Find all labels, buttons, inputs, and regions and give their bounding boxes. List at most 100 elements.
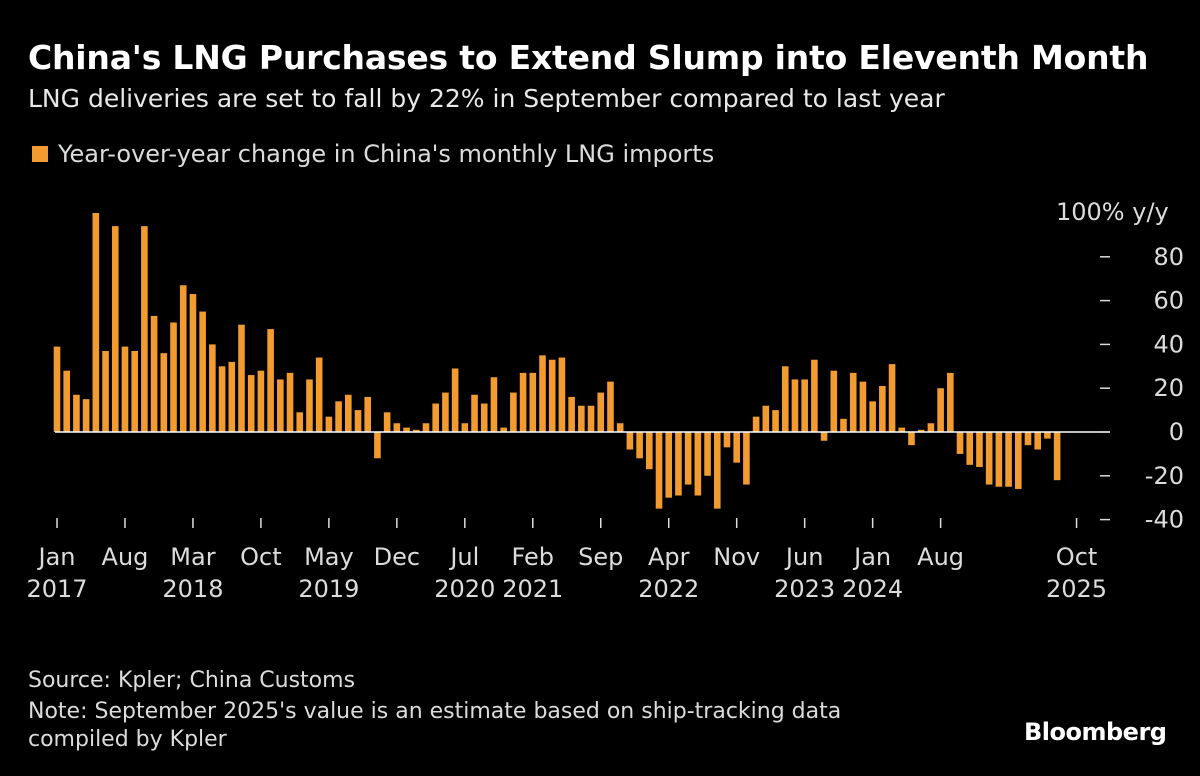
bar [141, 226, 148, 432]
y-tick-label: -40 [1145, 506, 1184, 534]
y-tick-label: 20 [1153, 374, 1184, 402]
bar [403, 427, 410, 432]
x-tick-label: Jan [852, 543, 891, 571]
x-tick-year-label: 2017 [26, 575, 87, 603]
bar [102, 350, 109, 432]
x-tick-label: Oct [240, 543, 282, 571]
bar [966, 432, 974, 465]
bar [1005, 432, 1012, 487]
bar [412, 429, 420, 432]
y-tick-label: 60 [1153, 287, 1184, 315]
chart-subtitle: LNG deliveries are set to fall by 22% in… [28, 84, 945, 113]
bar [374, 432, 381, 459]
x-tick-label: Oct [1056, 543, 1098, 571]
bar [53, 346, 61, 432]
x-tick-year-label: 2025 [1046, 575, 1107, 603]
bar [830, 370, 838, 432]
bar [597, 392, 605, 432]
bar [345, 394, 352, 432]
bar [480, 403, 488, 432]
bar [568, 396, 575, 432]
bar [704, 432, 711, 476]
bar [927, 423, 935, 432]
bar [335, 401, 342, 432]
bar [607, 381, 614, 432]
bar [1024, 432, 1032, 446]
bar [218, 366, 226, 432]
bar [752, 416, 760, 432]
bar-series [53, 213, 1061, 509]
bar [267, 329, 274, 432]
bar [471, 394, 478, 432]
bar [548, 359, 556, 432]
bar [92, 213, 100, 432]
bar [121, 346, 129, 432]
bar [626, 432, 634, 450]
bar [325, 416, 333, 432]
bar [539, 355, 546, 432]
bar [947, 372, 954, 432]
bar [879, 386, 886, 432]
legend-swatch [32, 146, 48, 162]
x-tick-label: Nov [713, 543, 760, 571]
bar [179, 285, 187, 432]
bar [422, 423, 430, 432]
bar [888, 364, 896, 432]
bar [956, 432, 964, 454]
x-tick-label: Apr [648, 543, 690, 571]
bar [131, 350, 138, 432]
bar [762, 405, 770, 432]
bar [558, 357, 566, 432]
bar [364, 396, 372, 432]
x-tick-year-label: 2018 [162, 575, 223, 603]
bar [296, 412, 304, 432]
bar [461, 423, 469, 432]
x-tick-label: May [304, 543, 354, 571]
bar [286, 372, 294, 432]
bar [616, 423, 624, 432]
x-tick-label: Feb [512, 543, 555, 571]
bar [315, 357, 323, 432]
y-tick-label: 0 [1169, 418, 1184, 446]
bar [937, 388, 944, 432]
y-axis-unit-label: 100% y/y [1056, 198, 1169, 226]
footnote: Note: September 2025's value is an estim… [28, 699, 842, 752]
bar [976, 432, 983, 468]
legend-label: Year-over-year change in China's monthly… [58, 140, 715, 168]
bar [723, 432, 731, 448]
bar [1053, 432, 1061, 481]
bar [500, 427, 507, 432]
bar [675, 432, 682, 496]
bar [713, 432, 721, 509]
bar [995, 432, 1003, 487]
bar [694, 432, 702, 496]
x-tick-year-label: 2020 [434, 575, 495, 603]
bar [257, 370, 265, 432]
bar [985, 432, 993, 485]
bar [73, 394, 80, 432]
x-tick-label: Mar [170, 543, 215, 571]
bar [519, 372, 527, 432]
x-tick-label: Sep [578, 543, 623, 571]
bar [840, 418, 847, 432]
x-axis: Jan 2017 Aug Mar 2018 Oct May 2019 Dec Jul 2020 Feb… [26, 518, 1107, 603]
x-tick-label: Aug [102, 543, 149, 571]
chart-title: China's LNG Purchases to Extend Slump in… [28, 38, 1149, 77]
bar [111, 226, 119, 432]
y-tick-label: -20 [1145, 462, 1184, 490]
bar [898, 427, 906, 432]
bar [490, 377, 498, 432]
bar [63, 370, 71, 432]
x-tick-label: Jul [448, 543, 479, 571]
x-tick-year-label: 2019 [298, 575, 359, 603]
bar [859, 381, 867, 432]
x-tick-year-label: 2024 [842, 575, 903, 603]
bar [277, 379, 284, 432]
bar [442, 392, 449, 432]
x-tick-label: Jan [37, 543, 76, 571]
y-tick-label: 40 [1153, 330, 1184, 358]
bar [665, 432, 673, 498]
bar [733, 432, 740, 463]
bar [451, 368, 459, 432]
